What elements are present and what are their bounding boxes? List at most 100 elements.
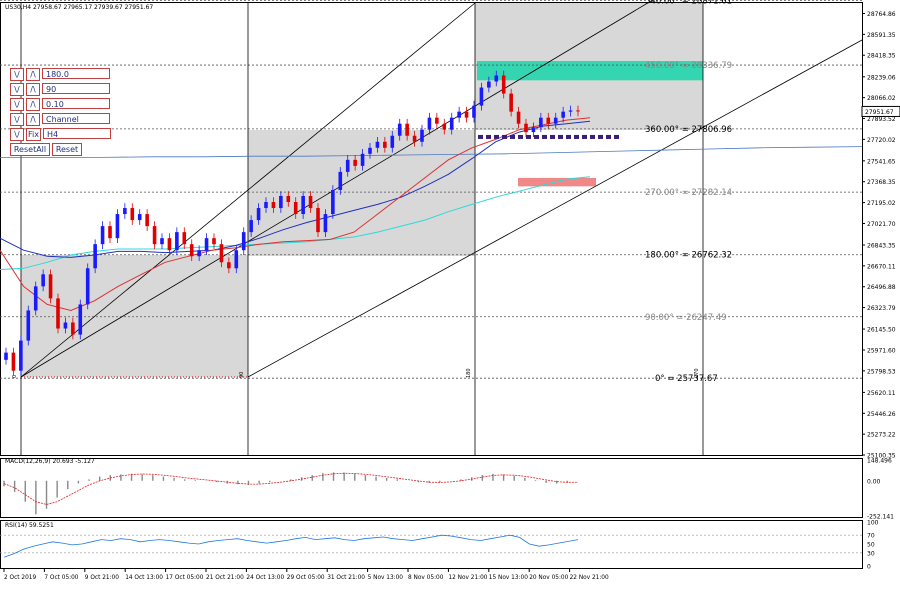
decrease-button[interactable]: \/ xyxy=(10,68,24,81)
candle-body xyxy=(345,159,350,172)
candle-body xyxy=(449,117,454,130)
decrease-button[interactable]: \/ xyxy=(10,128,24,141)
candle-body xyxy=(442,123,447,130)
price-tick-label: 27541.65 xyxy=(867,158,896,165)
control-value-field[interactable]: 90 xyxy=(42,83,110,94)
candle-body xyxy=(531,127,536,133)
rsi-tick-label: 0 xyxy=(867,564,871,571)
candle-body xyxy=(546,117,551,124)
macd-tick-label: 0.00 xyxy=(867,478,881,485)
channel-upper xyxy=(20,2,476,378)
candle-body xyxy=(189,244,194,257)
candle-body xyxy=(427,117,432,130)
gann-level-label: 90.00° = 26247.49 xyxy=(645,313,727,323)
control-row: \//\ Channel xyxy=(10,113,110,126)
current-price-label: 27951.67 xyxy=(865,109,894,116)
control-row: \//\ 180.0 xyxy=(10,68,110,81)
green-zone xyxy=(477,61,703,81)
fix-button[interactable]: Fix xyxy=(26,128,41,141)
decrease-button[interactable]: \/ xyxy=(10,98,24,111)
price-tick-label: 26496.88 xyxy=(867,284,896,291)
macd-title: MACD(12,26,9) 20.693 -5.127 xyxy=(5,458,95,465)
candle-body xyxy=(286,195,291,203)
candle-body xyxy=(19,340,23,371)
price-tick-label: 28418.35 xyxy=(867,53,896,60)
candle-body xyxy=(234,250,239,269)
time-tick-label: 22 Nov 21:00 xyxy=(570,575,609,581)
control-value-field[interactable]: 180.0 xyxy=(42,68,110,79)
macd-panel-frame xyxy=(0,458,863,518)
current-price-box xyxy=(861,105,900,117)
candle-body xyxy=(256,208,261,221)
vertical-marker-label: 270 xyxy=(694,368,700,378)
time-tick-label: 31 Oct 21:00 xyxy=(327,575,365,581)
decrease-button[interactable]: \/ xyxy=(10,83,24,96)
candle-body xyxy=(93,244,97,269)
gann-level-label: 180.00° = 26762.32 xyxy=(645,251,732,261)
candle-body xyxy=(539,117,543,128)
support-dot xyxy=(518,134,523,139)
control-value-field[interactable]: 0.10 xyxy=(42,98,110,109)
rsi-panel-frame xyxy=(0,520,863,569)
candle-body xyxy=(293,202,298,215)
candle-body xyxy=(308,195,313,209)
candle-body xyxy=(279,195,283,209)
rsi-line xyxy=(3,534,579,558)
reset-button[interactable]: Reset xyxy=(52,143,82,156)
candle-body xyxy=(472,105,476,118)
support-dot xyxy=(598,134,603,139)
increase-button[interactable]: /\ xyxy=(26,113,40,126)
ma-steel-line xyxy=(0,146,863,158)
support-dot xyxy=(582,134,587,139)
rsi-tick-label: 30 xyxy=(867,550,875,557)
candle-body xyxy=(368,147,372,154)
candle-body xyxy=(227,262,231,269)
macd-tick-label: -252.141 xyxy=(867,514,894,521)
candle-body xyxy=(435,117,439,124)
time-tick-label: 24 Oct 13:00 xyxy=(246,575,284,581)
gann-box-1 xyxy=(21,255,248,377)
ma-blue-line xyxy=(0,120,591,258)
support-dot xyxy=(510,134,515,139)
candle-body xyxy=(26,310,31,341)
candle-body xyxy=(420,129,424,142)
candle-body xyxy=(264,202,268,209)
increase-button[interactable]: /\ xyxy=(26,68,40,81)
support-dot xyxy=(478,134,483,139)
candle-body xyxy=(130,208,135,221)
candle-body xyxy=(397,123,402,136)
control-value-field[interactable]: H4 xyxy=(43,128,111,139)
price-tick-label: 25446.26 xyxy=(867,411,896,418)
decrease-button[interactable]: \/ xyxy=(10,113,24,126)
increase-button[interactable]: /\ xyxy=(26,83,40,96)
candle-body xyxy=(115,214,120,239)
rsi-tick-label: 100 xyxy=(867,520,879,527)
time-tick-label: 9 Oct 21:00 xyxy=(85,575,119,581)
candle-body xyxy=(41,274,45,287)
macd-signal-line xyxy=(3,472,579,505)
increase-button[interactable]: /\ xyxy=(26,98,40,111)
gann-level-label: 0° = 25737.67 xyxy=(655,374,718,384)
ma-cyan-line xyxy=(0,176,591,270)
candle-body xyxy=(137,214,142,221)
price-tick-label: 27368.35 xyxy=(867,179,896,186)
gann-level-label: 270.00° = 27282.14 xyxy=(645,188,732,198)
candle-body xyxy=(100,226,105,245)
candle-body xyxy=(487,81,491,88)
price-tick-label: 26670.11 xyxy=(867,263,896,270)
price-tick-label: 27195.02 xyxy=(867,200,896,207)
support-dot xyxy=(486,134,491,139)
time-tick-label: 5 Nov 13:00 xyxy=(368,575,404,581)
support-dot xyxy=(606,134,611,139)
control-value-field[interactable]: Channel xyxy=(42,113,110,124)
rsi-tick-label: 70 xyxy=(867,533,875,540)
price-tick-label: 28591.35 xyxy=(867,32,896,39)
time-tick-label: 8 Nov 05:00 xyxy=(408,575,444,581)
reset-all-button[interactable]: ResetAll xyxy=(10,143,50,156)
candle-body xyxy=(323,214,328,233)
candle-body xyxy=(204,238,209,251)
price-tick-label: 27021.70 xyxy=(867,221,896,228)
candle-body xyxy=(494,75,499,82)
macd-tick-label: 148.496 xyxy=(867,458,892,465)
